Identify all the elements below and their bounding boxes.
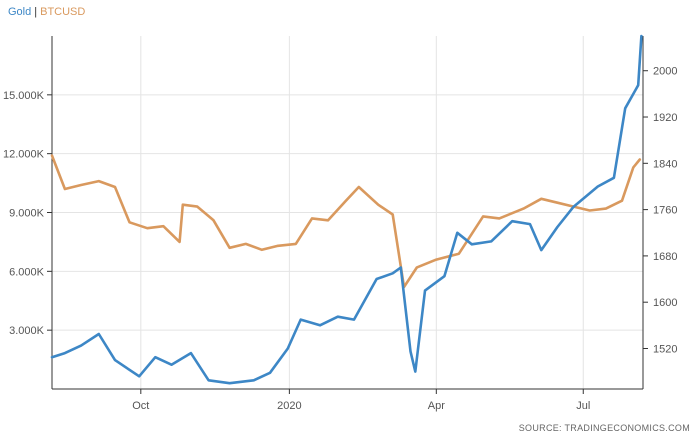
- right-tick-label: 1840: [653, 158, 677, 170]
- right-tick-label: 1760: [653, 205, 677, 217]
- legend: Gold | BTCUSD: [8, 6, 85, 18]
- gold-series-line: [50, 34, 643, 385]
- left-tick-label: 3.000K: [9, 325, 45, 337]
- right-tick-label: 1920: [653, 112, 677, 124]
- btcusd-series-line: [50, 154, 642, 289]
- x-tick-label: Apr: [428, 400, 445, 412]
- left-tick-label: 6.000K: [9, 266, 45, 278]
- source-label: SOURCE: TRADINGECONOMICS.COM: [518, 423, 690, 433]
- right-tick-label: 2000: [653, 66, 677, 78]
- legend-gold[interactable]: Gold: [8, 6, 32, 18]
- x-tick-label: 2020: [277, 400, 301, 412]
- left-tick-label: 9.000K: [9, 208, 45, 220]
- x-tick-label: Jul: [576, 400, 590, 412]
- right-tick-label: 1680: [653, 251, 677, 263]
- legend-btcusd[interactable]: BTCUSD: [40, 6, 86, 18]
- right-tick-label: 1520: [653, 343, 677, 355]
- legend-separator: |: [34, 6, 38, 18]
- left-tick-label: 12.000K: [3, 149, 45, 161]
- x-tick-label: Oct: [132, 400, 149, 412]
- left-tick-label: 15.000K: [3, 90, 45, 102]
- right-tick-label: 1600: [653, 297, 677, 309]
